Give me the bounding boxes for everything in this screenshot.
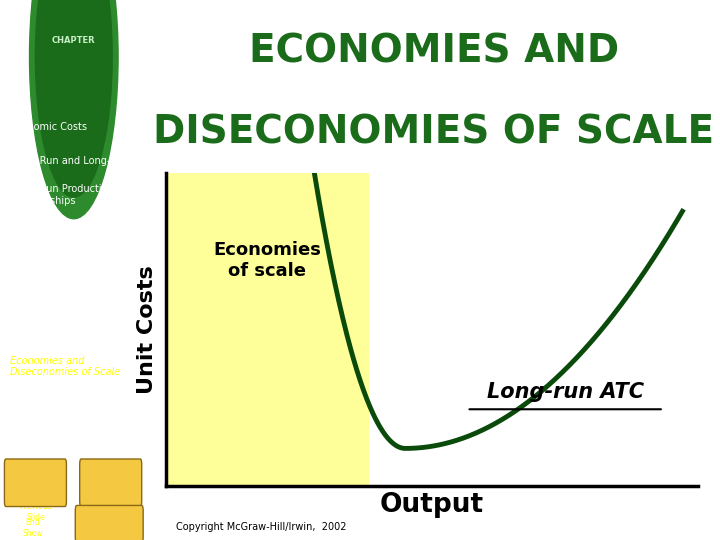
Text: Economies and
Diseconomies of Scale: Economies and Diseconomies of Scale: [10, 355, 120, 377]
Text: Previous
Slide: Previous Slide: [19, 502, 52, 522]
Text: End
Show: End Show: [22, 518, 42, 538]
FancyBboxPatch shape: [80, 459, 142, 507]
Text: ◄: ◄: [30, 474, 41, 489]
Text: DISECONOMIES OF SCALE: DISECONOMIES OF SCALE: [153, 114, 714, 152]
Text: Short-Run Production
Costs: Short-Run Production Costs: [10, 219, 114, 240]
Circle shape: [35, 0, 112, 197]
Text: Productivity and Cost
Curves: Productivity and Cost Curves: [10, 287, 114, 309]
Circle shape: [30, 0, 118, 219]
Bar: [166, 173, 368, 486]
Text: Economies
of scale: Economies of scale: [213, 241, 321, 280]
Text: Long-Run Production
Costs: Long-Run Production Costs: [10, 321, 112, 343]
Text: ECONOMIES AND: ECONOMIES AND: [248, 33, 619, 71]
Text: CHAPTER: CHAPTER: [52, 36, 96, 45]
X-axis label: Output: Output: [380, 491, 484, 517]
Text: ►: ►: [105, 474, 117, 489]
Text: Long-run ATC: Long-run ATC: [487, 382, 644, 402]
Text: Short-Run Production
Relationships: Short-Run Production Relationships: [10, 185, 114, 206]
Text: Minimum Efficient Scale
and Industry Structure: Minimum Efficient Scale and Industry Str…: [10, 390, 128, 411]
Text: ⏭: ⏭: [105, 517, 113, 530]
FancyBboxPatch shape: [76, 505, 143, 540]
Text: Key Terms: Key Terms: [10, 430, 60, 440]
Circle shape: [68, 437, 79, 475]
Text: Short-Run Costs
Graphically: Short-Run Costs Graphically: [10, 253, 89, 274]
Y-axis label: Unit Costs: Unit Costs: [138, 265, 157, 394]
FancyBboxPatch shape: [4, 459, 66, 507]
Text: Next
Slide: Next Slide: [102, 502, 120, 522]
Text: Economic Costs: Economic Costs: [10, 122, 87, 132]
Text: Copyright McGraw-Hill/Irwin,  2002: Copyright McGraw-Hill/Irwin, 2002: [176, 522, 347, 532]
Text: Short-Run and Long-Run: Short-Run and Long-Run: [10, 156, 130, 166]
